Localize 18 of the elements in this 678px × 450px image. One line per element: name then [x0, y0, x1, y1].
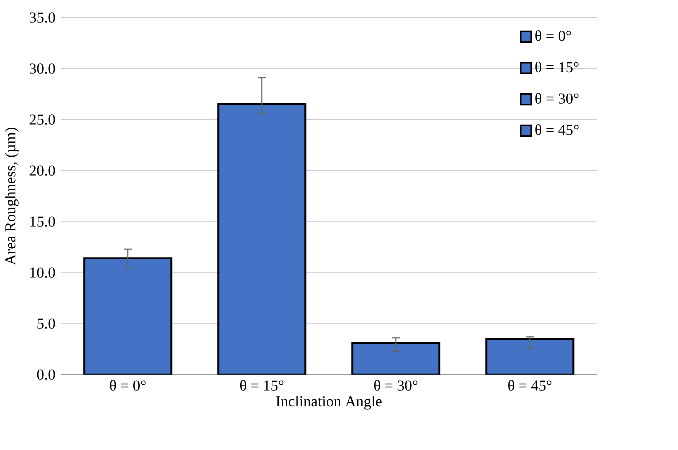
- x-tick-label: θ = 30°: [374, 380, 418, 391]
- y-tick-label: 25.0: [30, 114, 56, 125]
- y-tick-label: 20.0: [30, 166, 56, 176]
- x-axis-title: Inclination Angle: [276, 396, 382, 410]
- y-axis-title: Area Roughness, (µm): [5, 128, 19, 266]
- y-tick-label: 5.0: [38, 318, 56, 329]
- legend-label: θ = 45°: [536, 124, 579, 136]
- y-tick-label: 10.0: [30, 268, 56, 278]
- y-tick-label: 0.0: [37, 370, 56, 380]
- legend-label: θ = 0°: [536, 30, 572, 42]
- y-tick-label: 15.0: [30, 216, 56, 227]
- legend-label: θ = 15°: [536, 62, 579, 73]
- y-tick-label: 30.0: [30, 64, 56, 74]
- x-tick-label: θ = 0°: [110, 380, 146, 391]
- x-tick-label: θ = 15°: [240, 380, 284, 391]
- legend-label: θ = 30°: [536, 93, 579, 104]
- x-tick-label: θ = 45°: [508, 380, 552, 391]
- y-tick-label: 35.0: [30, 12, 56, 23]
